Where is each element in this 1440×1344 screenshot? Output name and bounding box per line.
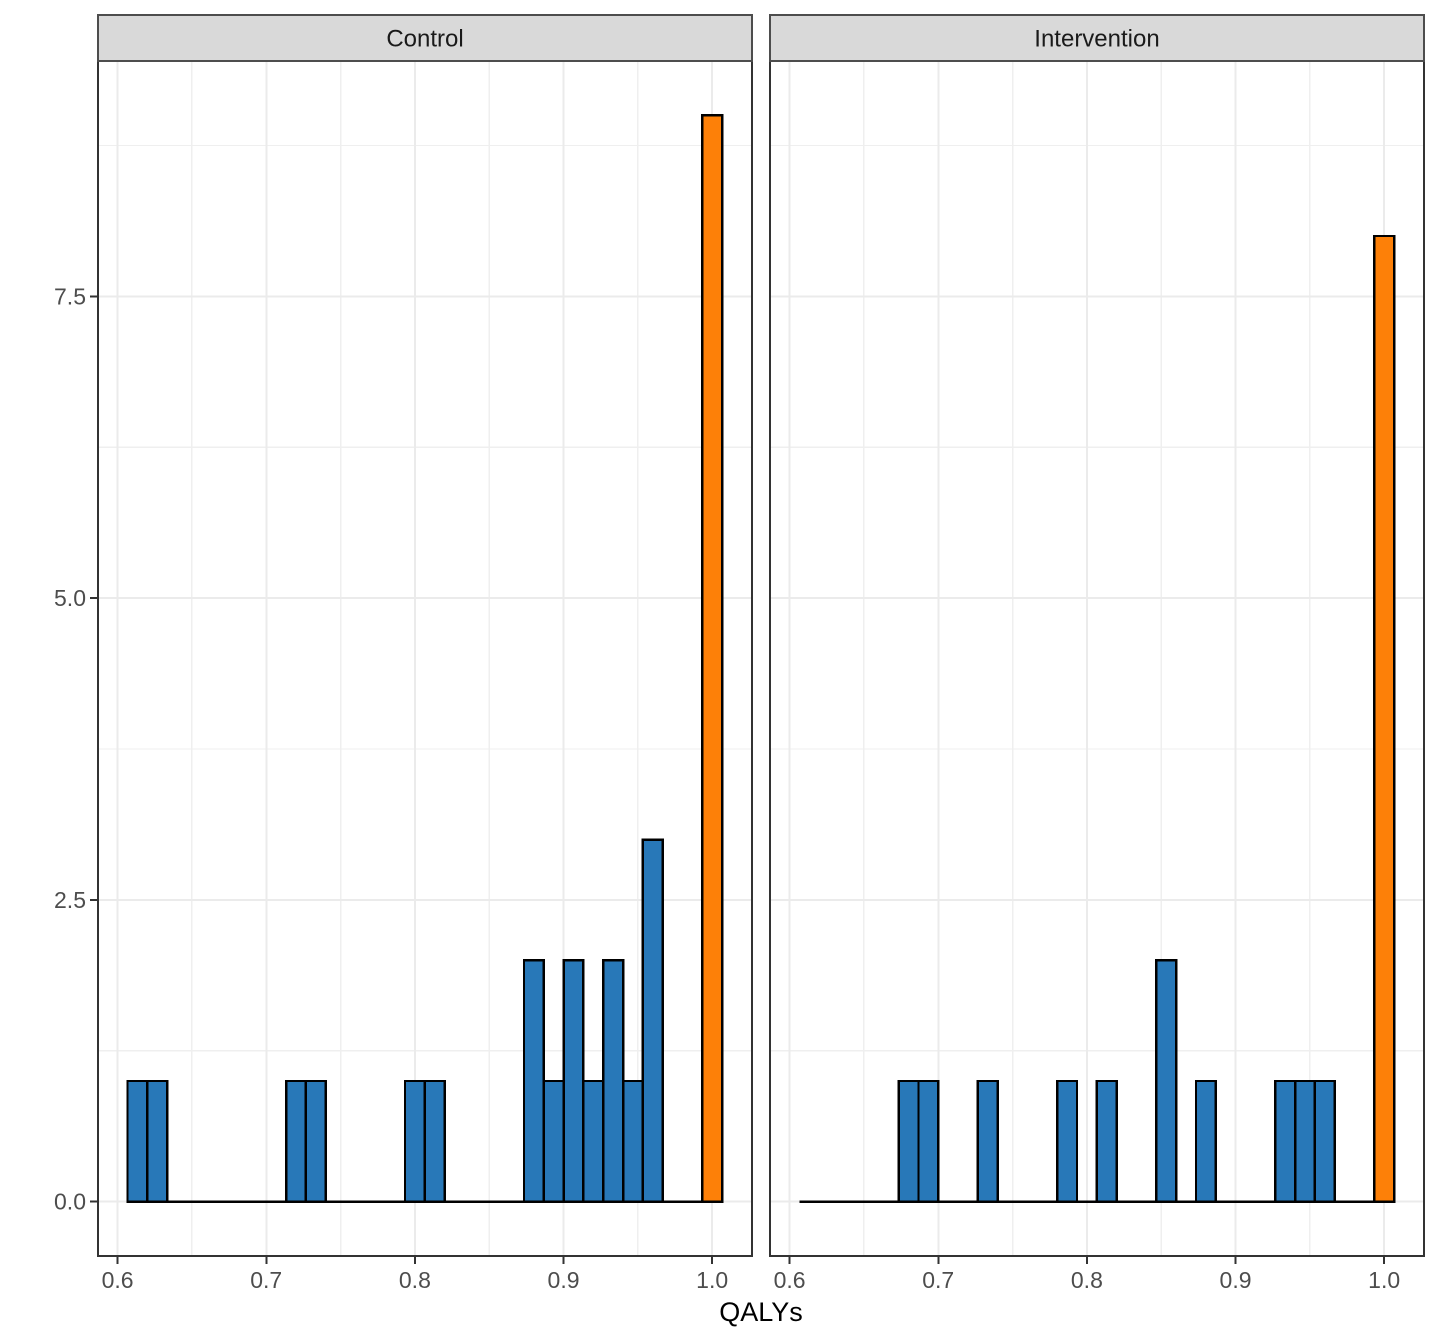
x-axis-tick-label: 1.0 [696, 1267, 728, 1293]
histogram-bar-control-bin8 [284, 1079, 308, 1203]
x-axis-tick-label: 0.6 [774, 1267, 806, 1293]
y-axis-tick-label: 0.0 [54, 1189, 86, 1215]
histogram-bar-control-bin29 [701, 114, 724, 1203]
histogram-bar-control-bin24 [602, 959, 625, 1203]
histogram-bar-control-bin22 [562, 959, 585, 1203]
histogram-bar-control-bin14 [403, 1079, 427, 1203]
histogram-bar-control-bin1 [146, 1079, 169, 1203]
histogram-bar-intervention-bin6 [917, 1079, 940, 1203]
histogram-bar-intervention-bin26 [1313, 1079, 1336, 1203]
x-axis-tick-label: 0.6 [102, 1267, 134, 1293]
histogram-bar-control-bin25 [621, 1079, 645, 1203]
histogram-bar-intervention-bin5 [897, 1079, 920, 1203]
facet-strip [769, 14, 1425, 62]
y-axis-tick-label: 2.5 [54, 887, 86, 913]
x-axis-tick-label: 0.7 [250, 1267, 282, 1293]
histogram-bar-intervention-bin13 [1056, 1079, 1079, 1203]
histogram-bar-intervention-bin18 [1155, 959, 1178, 1203]
histogram-bar-control-bin20 [522, 959, 545, 1203]
x-axis-tick-label: 0.9 [548, 1267, 580, 1293]
y-axis-tick-label: 7.5 [54, 283, 86, 309]
x-axis-tick-label: 0.9 [1220, 1267, 1252, 1293]
facet-strip-label: Intervention [1034, 26, 1159, 53]
histogram-bar-intervention-bin25 [1293, 1079, 1317, 1203]
histogram-bar-intervention-bin20 [1194, 1079, 1217, 1203]
histogram-bar-intervention-bin9 [976, 1079, 999, 1203]
histogram-bar-intervention-bin15 [1095, 1079, 1118, 1203]
x-axis-tick-label: 1.0 [1368, 1267, 1400, 1293]
histogram-bar-control-bin21 [542, 1079, 565, 1203]
x-axis-tick-label: 0.8 [399, 1267, 431, 1293]
x-axis-tick-label: 0.7 [922, 1267, 954, 1293]
histogram-bar-control-bin9 [304, 1079, 327, 1203]
facet-strip-label: Control [386, 26, 463, 53]
x-axis-tick-label: 0.8 [1071, 1267, 1103, 1293]
facet-panel-intervention: Intervention 0.6 0.7 0.8 0.9 1.0 [768, 14, 1426, 1293]
facet-panel-control: Control 0.6 0.7 0.8 0.9 1.0 [96, 14, 754, 1293]
histogram-bar-control-bin0 [126, 1079, 149, 1203]
histogram-bar-control-bin26 [641, 838, 664, 1203]
x-axis-title: QALYs [719, 1297, 803, 1327]
panel-background [770, 61, 1424, 1256]
y-axis-tick-label: 5.0 [54, 585, 86, 611]
histogram-bar-control-bin15 [423, 1079, 446, 1203]
histogram-bar-intervention-bin24 [1274, 1079, 1297, 1203]
histogram-bar-intervention-bin29 [1373, 234, 1396, 1203]
histogram-bar-control-bin23 [582, 1079, 605, 1203]
facet-strip [97, 14, 753, 62]
